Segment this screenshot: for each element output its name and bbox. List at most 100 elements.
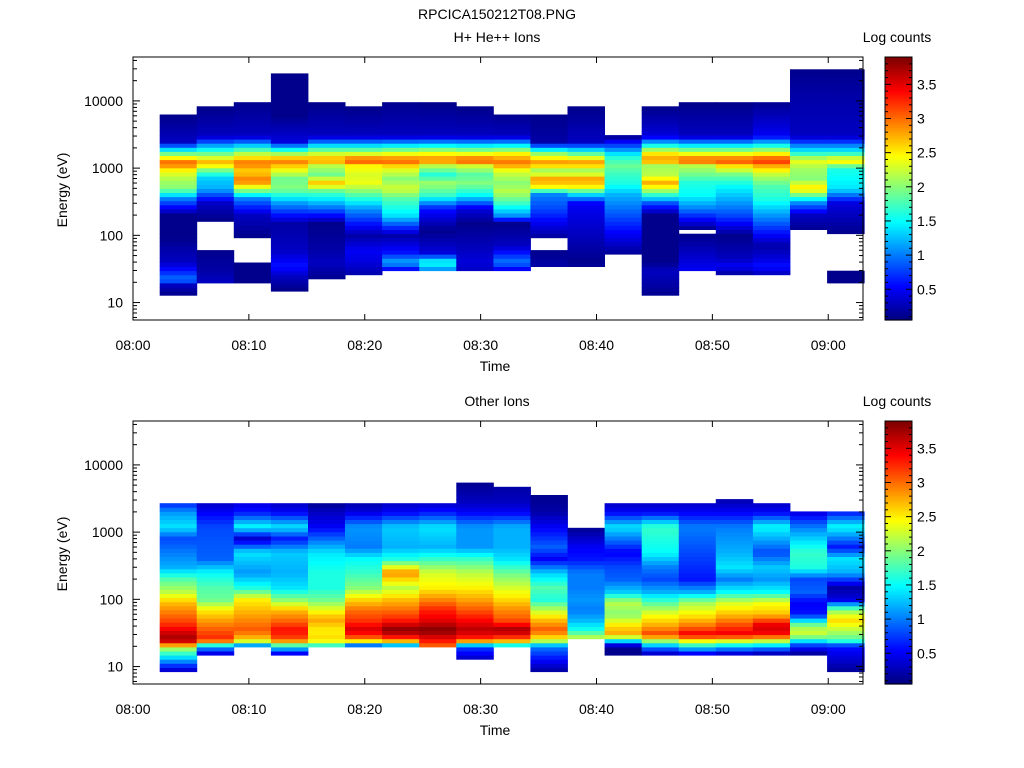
heatmap-cell [678, 515, 717, 520]
heatmap-cell [641, 507, 680, 512]
heatmap-cell [827, 638, 865, 644]
heatmap-cell [308, 155, 346, 161]
heatmap-cell [308, 270, 346, 276]
heatmap-cell [382, 568, 420, 574]
colorbar-swatch [885, 135, 912, 139]
colorbar-swatch [885, 429, 912, 433]
colorbar-swatch [885, 280, 912, 284]
heatmap-cell [641, 135, 680, 140]
heatmap-cell [345, 638, 383, 644]
heatmap-cell [419, 552, 457, 557]
heatmap-cell [308, 172, 346, 177]
heatmap-cell [567, 217, 605, 222]
colorbar-swatch [885, 488, 912, 492]
heatmap-cell [159, 287, 198, 292]
heatmap-cell [715, 564, 754, 570]
heatmap-cell [641, 626, 680, 631]
heatmap-cell [530, 573, 568, 578]
heatmap-cell [790, 204, 828, 210]
heatmap-cell [678, 507, 717, 512]
heatmap-cell [159, 122, 198, 128]
heatmap-cell [790, 81, 828, 87]
heatmap-cell [382, 515, 420, 520]
heatmap-cell [196, 139, 235, 144]
heatmap-cell [308, 159, 346, 165]
heatmap-cell [456, 515, 494, 520]
heatmap-cell [752, 213, 791, 218]
heatmap-cell [270, 511, 309, 516]
heatmap-cell [196, 213, 235, 218]
heatmap-cell [790, 605, 828, 611]
heatmap-cell [308, 560, 346, 566]
heatmap-cell [456, 548, 494, 553]
heatmap-cell [715, 118, 754, 124]
heatmap-cell [678, 540, 717, 545]
heatmap-cell [641, 274, 680, 280]
heatmap-cell [233, 568, 272, 574]
heatmap-cell [641, 568, 680, 574]
heatmap-cell [382, 503, 420, 508]
heatmap-cell [233, 172, 272, 177]
heatmap-cell [270, 568, 309, 574]
heatmap-cell [196, 278, 235, 284]
heatmap-cell [159, 597, 198, 603]
heatmap-cell [604, 246, 643, 251]
heatmap-cell [493, 618, 531, 623]
colorbar-swatch [885, 149, 912, 152]
colorbar-swatch [885, 464, 912, 468]
heatmap-cell [678, 163, 717, 169]
heatmap-cell [567, 143, 605, 148]
heatmap-cell [493, 147, 531, 152]
heatmap-cell [567, 540, 605, 545]
heatmap-cell [233, 507, 272, 512]
heatmap-cell [456, 188, 494, 193]
heatmap-cell [382, 126, 420, 132]
heatmap-cell [530, 651, 568, 656]
heatmap-cell [678, 176, 717, 181]
heatmap-cell [270, 188, 309, 193]
heatmap-cell [308, 250, 346, 255]
heatmap-cell [456, 511, 494, 516]
heatmap-cell [752, 618, 791, 623]
heatmap-cell [196, 106, 235, 111]
heatmap-cell [456, 229, 494, 235]
heatmap-cell [419, 262, 457, 267]
heatmap-cell [196, 274, 235, 280]
colorbar-swatch [885, 188, 912, 192]
heatmap-cell [827, 200, 865, 206]
heatmap-cell [493, 196, 531, 202]
heatmap-cell [196, 135, 235, 140]
heatmap-cell [382, 585, 420, 590]
colorbar-tick-label: 0.5 [917, 281, 937, 297]
colorbar-swatch [885, 434, 912, 437]
heatmap-cell [752, 196, 791, 202]
colorbar-swatch [885, 469, 912, 473]
heatmap-cell [419, 118, 457, 124]
heatmap-cell [456, 581, 494, 586]
heatmap-cell [678, 135, 717, 140]
heatmap-cell [345, 143, 383, 148]
heatmap-cell [604, 196, 643, 202]
heatmap-cell [233, 601, 272, 607]
heatmap-cell [493, 519, 531, 525]
heatmap-cell [270, 540, 309, 545]
heatmap-cell [345, 540, 383, 545]
heatmap-cell [308, 527, 346, 533]
heatmap-cell [567, 630, 605, 636]
heatmap-cell [641, 511, 680, 516]
heatmap-cell [790, 196, 828, 202]
heatmap-cell [715, 246, 754, 251]
heatmap-cell [196, 503, 235, 508]
heatmap-cell [678, 159, 717, 165]
heatmap-cell [456, 143, 494, 148]
heatmap-cell [270, 577, 309, 582]
heatmap-cell [419, 131, 457, 136]
heatmap-cell [641, 254, 680, 259]
heatmap-cell [308, 209, 346, 214]
heatmap-cell [456, 568, 494, 574]
heatmap-cell [715, 519, 754, 525]
colorbar-swatch [885, 508, 912, 512]
heatmap-cell [493, 556, 531, 562]
heatmap-cell [196, 601, 235, 607]
heatmap-cell [196, 626, 235, 631]
